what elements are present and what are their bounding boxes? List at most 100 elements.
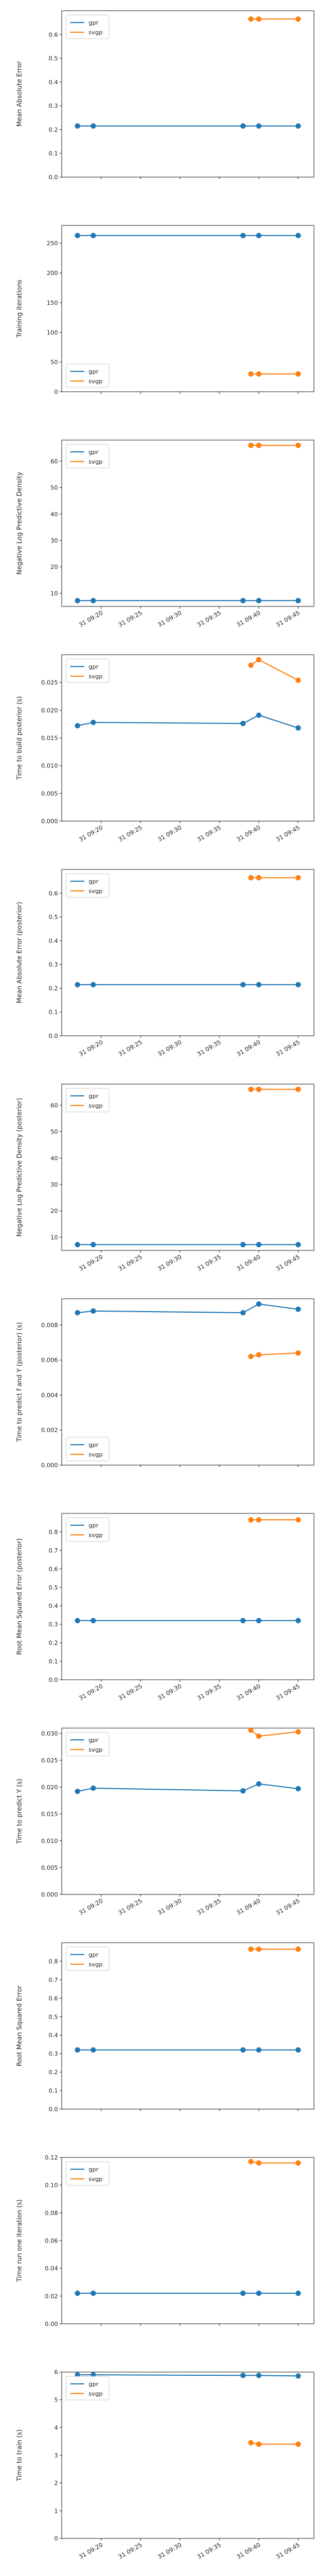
plot-frame [61,1513,314,1680]
y-tick-label: 0.010 [41,763,58,770]
chart-panel-3: 10 20 30 40 50 60 31 09:20 31 09:25 31 09:30 31 0… [16,440,314,628]
y-tick-label: 0.10 [45,2182,58,2189]
data-point-gpr [240,1310,246,1316]
y-tick-label: 0.1 [49,2088,58,2095]
y-tick-label: 0.015 [41,735,58,742]
data-point-gpr [75,2047,80,2053]
data-point-svgp [295,1729,301,1735]
series-line-svgp [250,659,299,681]
y-tick-label: 0 [54,2535,58,2542]
data-point-gpr [75,598,80,604]
chart-panel-4: 0.000 0.005 0.010 0.015 0.020 0.025 31 09:20 31… [16,654,314,843]
y-tick-label: 0.8 [49,1958,58,1965]
legend-label-svgp: svgp [89,29,103,36]
legend-label-svgp: svgp [89,1102,103,1109]
y-tick-label: 0.3 [49,2051,58,2058]
x-tick-label: 31 09:45 [275,609,301,628]
y-tick-label: 40 [50,1155,58,1162]
y-tick-label: 0.4 [49,79,58,86]
y-tick-label: 1 [54,2507,58,2514]
plot-frame [61,869,314,1036]
y-tick-label: 0.5 [49,914,58,921]
x-tick-label: 31 09:25 [117,1038,143,1058]
legend-label-gpr: gpr [89,449,99,456]
y-tick-label: 0.0 [49,174,58,181]
y-tick-label: 0.010 [41,1838,58,1845]
y-tick-label: 20 [50,564,58,570]
legend-label-gpr: gpr [89,1522,99,1529]
data-point-gpr [295,2373,301,2379]
y-tick-label: 0.002 [41,1427,58,1434]
data-point-gpr [75,1242,80,1248]
y-tick-label: 0.005 [41,790,58,797]
data-point-svgp [256,2441,262,2447]
y-tick-label: 3 [54,2452,58,2459]
data-point-gpr [295,1618,301,1623]
y-tick-label: 50 [50,1129,58,1136]
legend: gpr svgp [65,14,109,39]
data-point-gpr [90,982,96,987]
legend-label-svgp: svgp [89,1746,103,1753]
data-point-svgp [295,1350,301,1356]
x-tick-label: 31 09:25 [117,1897,143,1916]
y-tick-label: 0.000 [41,1891,58,1898]
y-tick-label: 0.12 [45,2154,58,2161]
y-tick-label: 0.025 [41,1757,58,1764]
x-tick-label: 31 09:45 [275,2541,301,2560]
data-point-svgp [295,1946,301,1952]
x-tick-label: 31 09:25 [117,824,143,843]
data-point-gpr [256,123,262,129]
y-tick-label: 60 [50,1102,58,1109]
data-point-gpr [90,123,96,129]
x-tick-label: 31 09:30 [157,1038,183,1058]
legend-label-svgp: svgp [89,888,103,895]
legend-label-gpr: gpr [89,19,99,26]
data-point-gpr [90,1618,96,1623]
y-axis-label: Time to train (s) [16,2429,23,2482]
y-tick-label: 0.04 [45,2265,58,2272]
y-tick-label: 2 [54,2480,58,2487]
data-point-gpr [75,1618,80,1623]
data-point-svgp [256,1352,262,1358]
y-tick-label: 0.030 [41,1730,58,1737]
data-point-svgp [256,875,262,881]
data-point-svgp [248,1946,254,1952]
y-tick-label: 0.000 [41,818,58,825]
data-point-gpr [90,1308,96,1314]
y-tick-label: 0.6 [49,31,58,38]
legend-label-svgp: svgp [89,1451,103,1458]
chart-panel-5: 0.0 0.1 0.2 0.3 0.4 0.5 0.6 31 09:20 31 09:25 31 … [16,869,314,1058]
x-tick-label: 31 09:35 [196,1897,222,1916]
y-tick-label: 0.1 [49,1009,58,1016]
data-point-svgp [248,371,254,377]
legend: gpr svgp [65,1088,109,1113]
data-point-gpr [240,1788,246,1794]
data-point-gpr [295,232,301,238]
chart-panel-1: 0.0 0.1 0.2 0.3 0.4 0.5 0.6 Mean Absolute Error… [16,10,314,181]
data-point-svgp [295,875,301,881]
y-tick-label: 10 [50,590,58,597]
x-tick-label: 31 09:40 [236,1682,262,1702]
y-axis-label: Negative Log Predictive Density (posteri… [16,1098,23,1237]
y-tick-label: 150 [47,299,58,306]
y-tick-label: 0.4 [49,2032,58,2039]
y-axis-label: Negative Log Predictive Density [16,472,23,575]
x-tick-label: 31 09:40 [236,1253,262,1272]
legend: gpr svgp [65,1517,109,1542]
y-tick-label: 0.004 [41,1392,58,1399]
data-point-gpr [75,2290,80,2296]
data-point-gpr [90,2290,96,2296]
data-point-gpr [256,2047,262,2053]
x-tick-label: 31 09:30 [157,2541,183,2560]
y-tick-label: 0.02 [45,2293,58,2300]
y-tick-label: 6 [54,2369,58,2376]
data-point-gpr [256,598,262,604]
y-tick-label: 0.0 [49,2106,58,2113]
chart-panel-9: 0.000 0.005 0.010 0.015 0.020 0.025 0.030 31 09… [16,1728,314,1916]
y-tick-label: 0.6 [49,1995,58,2002]
data-point-svgp [295,442,301,448]
data-point-gpr [90,232,96,238]
legend: gpr svgp [65,1732,109,1757]
y-axis-label: Training iterations [16,280,23,338]
